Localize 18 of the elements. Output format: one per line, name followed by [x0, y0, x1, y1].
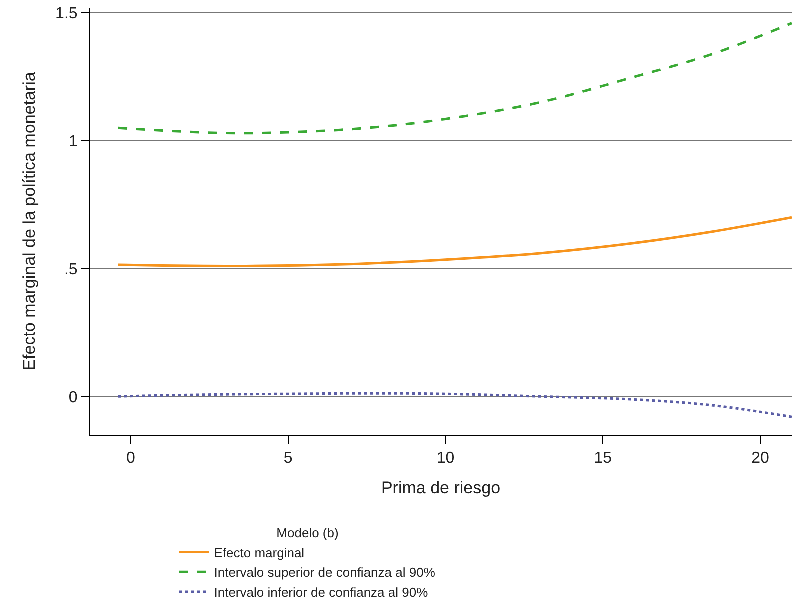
y-axis-title: Efecto marginal de la política monetaria: [20, 72, 40, 371]
line-series: [117, 216, 792, 268]
legend-title: Modelo (b): [276, 525, 339, 540]
y-tick-label: 1.5: [56, 6, 78, 23]
y-tick-label: 1: [68, 134, 78, 151]
line-series: [117, 22, 792, 135]
x-tick-label: 0: [126, 450, 136, 468]
x-tick-label: 5: [284, 450, 293, 468]
x-tick-label: 15: [594, 450, 612, 468]
x-axis-title: Prima de riesgo: [381, 478, 501, 498]
legend-label: Intervalo superior de confianza al 90%: [214, 565, 436, 580]
legend-label: Efecto marginal: [214, 545, 305, 560]
x-tick-label: 10: [436, 450, 455, 468]
line-series: [117, 392, 792, 418]
x-tick-label: 20: [752, 450, 770, 468]
legend-label: Intervalo inferior de confianza al 90%: [214, 585, 429, 600]
y-tick-label: 0: [68, 389, 78, 406]
y-tick-label: .5: [64, 261, 78, 278]
